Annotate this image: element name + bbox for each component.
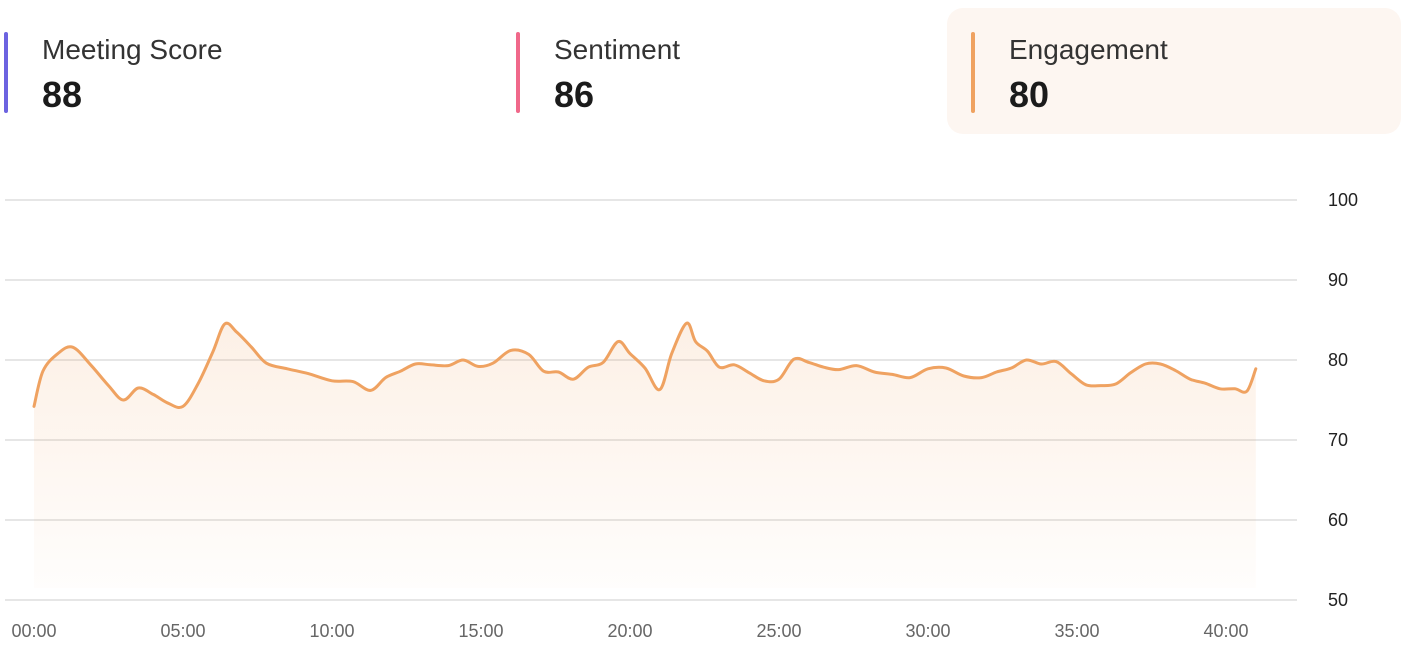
engagement-area: [34, 323, 1256, 588]
metric-cards: Meeting Score 88 Sentiment 86 Engagement…: [0, 8, 1406, 136]
series-line: [32, 321, 1258, 410]
y-tick-label: 50: [1328, 590, 1348, 610]
metric-value: 80: [1009, 74, 1050, 115]
y-tick-label: 60: [1328, 510, 1348, 530]
x-tick-label: 15:00: [458, 621, 503, 641]
x-tick-label: 05:00: [160, 621, 205, 641]
metric-label: Sentiment: [554, 34, 681, 65]
y-tick-label: 80: [1328, 350, 1348, 370]
metric-value: 88: [42, 74, 83, 115]
x-tick-label: 35:00: [1054, 621, 1099, 641]
y-tick-label: 90: [1328, 270, 1348, 290]
x-tick-label: 10:00: [309, 621, 354, 641]
metric-color-bar: [516, 32, 520, 113]
metric-color-bar: [4, 32, 8, 113]
metric-card-engagement[interactable]: Engagement 80: [947, 8, 1401, 134]
metric-color-bar: [971, 32, 975, 113]
y-tick-label: 70: [1328, 430, 1348, 450]
engagement-chart: 50 60 70 80 90 100 00:00 05:00 10:00 15:00 20:00 2…: [5, 190, 1358, 641]
x-tick-label: 20:00: [607, 621, 652, 641]
metric-label: Meeting Score: [42, 34, 223, 65]
y-tick-label: 100: [1328, 190, 1358, 210]
x-tick-label: 30:00: [905, 621, 950, 641]
x-tick-label: 40:00: [1203, 621, 1248, 641]
x-tick-label: 25:00: [756, 621, 801, 641]
metric-label: Engagement: [1009, 34, 1168, 65]
metric-card-meeting-score[interactable]: Meeting Score 88: [0, 8, 470, 134]
metric-value: 86: [554, 74, 595, 115]
y-axis: 50 60 70 80 90 100: [1328, 190, 1358, 610]
x-tick-label: 00:00: [11, 621, 56, 641]
metric-card-sentiment[interactable]: Sentiment 86: [512, 8, 932, 134]
x-axis: 00:00 05:00 10:00 15:00 20:00 25:00 30:00 35:00…: [11, 621, 1248, 641]
series-area: [34, 323, 1256, 588]
engagement-line: [32, 321, 1258, 410]
